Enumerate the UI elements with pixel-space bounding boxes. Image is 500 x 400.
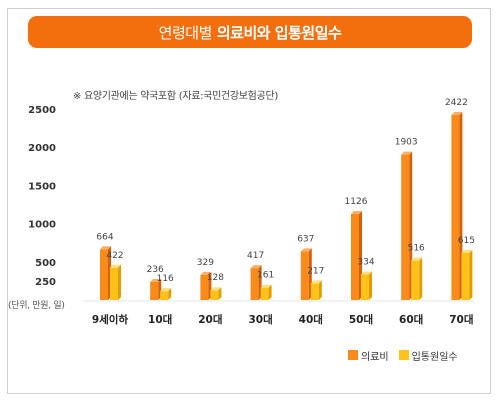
bar-series2: [310, 283, 319, 300]
x-category-label: 20대: [198, 313, 222, 326]
bar-series1: [401, 154, 410, 300]
bar-series1: [200, 274, 209, 300]
bar-side-series2: [318, 280, 322, 300]
legend-item-series1: 의료비: [348, 348, 389, 363]
bar-series1: [150, 281, 159, 300]
bar-side-series2: [218, 287, 222, 300]
bar-series1: [100, 249, 108, 300]
data-label: 128: [207, 273, 224, 283]
bar-side-series2: [369, 271, 372, 300]
bar-series2: [411, 260, 420, 300]
y-tick-label: 250: [35, 277, 56, 288]
bar-top-series2: [361, 271, 372, 275]
y-tick-label: 1500: [28, 181, 56, 192]
x-category-label: 40대: [299, 313, 323, 326]
bar-series1: [351, 213, 359, 300]
x-category-label: 10대: [148, 313, 172, 326]
x-category-label: 60대: [399, 313, 423, 326]
bar-top-series1: [250, 265, 262, 269]
bar-top-series1: [401, 151, 413, 155]
bar-series1: [300, 251, 309, 300]
bar-top-series1: [300, 248, 312, 252]
bar-series2: [110, 267, 118, 300]
bar-series1: [451, 114, 460, 300]
data-label: 516: [408, 244, 425, 254]
bar-series2: [210, 290, 219, 300]
y-tick-label: 2500: [28, 105, 56, 116]
bar-side-series2: [268, 284, 272, 300]
y-tick-label: 500: [35, 258, 56, 269]
source-note: ※ 요양기관에는 약국포함 (자료:국민건강보험공단): [73, 91, 278, 102]
bar-top-series1: [451, 111, 463, 115]
y-tick-label: 1000: [28, 220, 56, 231]
legend-label-series2: 입통원일수: [411, 351, 458, 363]
bar-series2: [160, 291, 169, 300]
data-label: 615: [458, 236, 475, 246]
bar-top-series1: [100, 246, 111, 250]
data-label: 217: [307, 266, 324, 276]
unit-label: (단위, 만원, 일): [8, 301, 65, 311]
legend-swatch-series2: [398, 350, 409, 360]
bar-series2: [361, 274, 369, 300]
data-label: 664: [96, 232, 113, 242]
bar-top-series2: [160, 288, 172, 292]
data-label: 1903: [395, 138, 418, 148]
data-label: 637: [297, 234, 314, 244]
x-category-label: 9세이하: [92, 313, 129, 326]
x-category-label: 30대: [248, 313, 272, 326]
bar-top-series1: [150, 278, 162, 282]
data-label: 329: [197, 258, 214, 268]
data-label: 422: [106, 251, 123, 261]
y-tick-label: 2000: [28, 143, 56, 154]
x-category-label: 70대: [449, 313, 473, 326]
data-label: 236: [147, 265, 164, 275]
title-emphasis: 의료비와 입통원일수: [216, 23, 342, 42]
chart-title-bar: 연령대별 의료비와 입통원일수: [28, 16, 472, 48]
legend: 의료비 입통원일수: [348, 344, 480, 366]
bar-side-series2: [118, 264, 121, 300]
legend-label-series1: 의료비: [361, 351, 389, 363]
bar-top-series2: [210, 287, 222, 291]
title-prefix: 연령대별: [158, 23, 213, 42]
bar-top-series1: [200, 271, 212, 275]
bar-top-series1: [351, 210, 362, 214]
bar-top-series2: [110, 264, 121, 268]
legend-item-series2: 입통원일수: [398, 348, 458, 363]
x-category-label: 50대: [349, 313, 373, 326]
bar-side-series2: [469, 250, 473, 300]
bar-side-series2: [419, 257, 423, 300]
bar-top-series2: [310, 280, 322, 284]
bar-top-series2: [411, 257, 423, 261]
data-label: 417: [247, 251, 264, 261]
data-label: 334: [357, 257, 374, 267]
bar-series1: [250, 268, 259, 300]
data-label: 2422: [445, 98, 468, 108]
bar-top-series2: [461, 250, 473, 254]
data-label: 116: [157, 274, 174, 284]
data-label: 161: [257, 271, 274, 281]
data-label: 1126: [345, 197, 368, 207]
bar-side-series2: [168, 288, 172, 300]
bar-top-series2: [260, 284, 272, 288]
bar-series2: [461, 253, 470, 300]
legend-swatch-series1: [348, 350, 358, 360]
bar-series2: [260, 287, 269, 300]
